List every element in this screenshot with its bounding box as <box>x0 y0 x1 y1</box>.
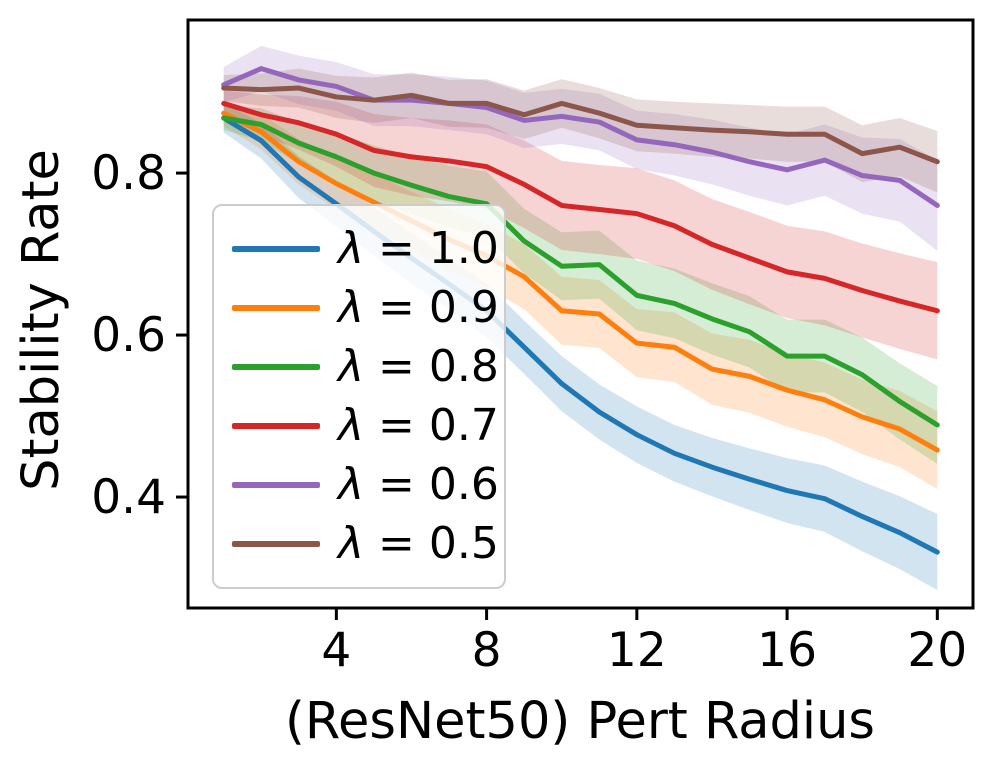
legend-line-swatch <box>232 305 320 312</box>
line-lambda-0.7 <box>221 100 940 314</box>
legend-line-swatch <box>232 364 320 371</box>
x-axis-label: (ResNet50) Pert Radius <box>285 692 875 751</box>
legend-item-lambda-0.7: λ = 0.7 <box>232 399 499 451</box>
x-tick-label: 20 <box>907 623 967 678</box>
x-tick-label: 8 <box>472 623 502 678</box>
line-lambda-0.5 <box>221 85 940 165</box>
legend-item-lambda-1.0: λ = 1.0 <box>232 223 499 275</box>
legend-item-lambda-0.9: λ = 0.9 <box>232 282 499 334</box>
line-lambda-0.8 <box>221 115 940 428</box>
legend-item-lambda-0.6: λ = 0.6 <box>232 458 499 510</box>
legend-label: λ = 0.9 <box>338 282 499 334</box>
line-lambda-0.6 <box>221 66 940 208</box>
y-tick-label: 0.6 <box>91 308 166 363</box>
x-tick-label: 4 <box>321 623 351 678</box>
y-tick-label: 0.4 <box>91 470 166 525</box>
plot-border <box>186 18 975 610</box>
y-axis-label: Stability Rate <box>12 149 71 491</box>
legend-label: λ = 0.5 <box>338 517 499 569</box>
legend-line-swatch <box>232 422 320 429</box>
legend-item-lambda-0.8: λ = 0.8 <box>232 341 499 393</box>
legend-line-swatch <box>232 540 320 547</box>
legend-line-swatch <box>232 481 320 488</box>
legend-label: λ = 0.7 <box>338 399 499 451</box>
legend-label: λ = 1.0 <box>338 223 499 275</box>
line-lambda-0.9 <box>221 110 940 453</box>
x-tick-label: 16 <box>757 623 817 678</box>
band-lambda-1.0 <box>223 103 938 591</box>
legend-label: λ = 0.6 <box>338 458 499 510</box>
band-lambda-0.8 <box>223 105 938 464</box>
x-tick-label: 12 <box>607 623 667 678</box>
legend-line-swatch <box>232 246 320 253</box>
band-lambda-0.9 <box>223 100 938 489</box>
legend-label: λ = 0.8 <box>338 341 499 393</box>
axes-layer: 4 8 12 16 20 0.4 0.6 0.8 <box>91 18 975 678</box>
legend-item-lambda-0.5: λ = 0.5 <box>232 517 499 569</box>
y-tick-label: 0.8 <box>91 146 166 201</box>
legend: λ = 1.0 λ = 0.9 λ = 0.8 λ = 0.7 λ = 0.6 λ = 0… <box>212 204 506 589</box>
